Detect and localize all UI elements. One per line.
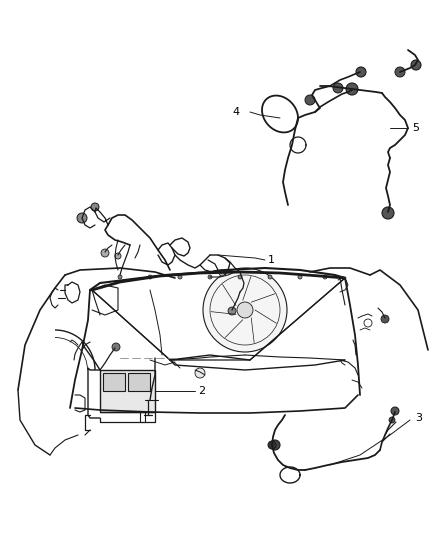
Circle shape: [270, 440, 280, 450]
Circle shape: [389, 417, 395, 423]
Circle shape: [101, 249, 109, 257]
Circle shape: [112, 343, 120, 351]
Circle shape: [305, 95, 315, 105]
Circle shape: [115, 253, 121, 259]
Circle shape: [238, 275, 242, 279]
Circle shape: [323, 275, 327, 279]
Circle shape: [381, 315, 389, 323]
Circle shape: [77, 213, 87, 223]
Text: 2: 2: [198, 386, 205, 396]
Text: 1: 1: [268, 255, 275, 265]
Circle shape: [219, 270, 225, 276]
Circle shape: [148, 275, 152, 279]
Circle shape: [208, 275, 212, 279]
Circle shape: [118, 275, 122, 279]
Circle shape: [382, 207, 394, 219]
Circle shape: [178, 275, 182, 279]
Circle shape: [298, 275, 302, 279]
Circle shape: [268, 275, 272, 279]
Circle shape: [91, 203, 99, 211]
Circle shape: [237, 302, 253, 318]
Circle shape: [228, 307, 236, 315]
Bar: [100, 370, 155, 412]
Circle shape: [395, 67, 405, 77]
Bar: [128, 373, 150, 391]
Circle shape: [333, 83, 343, 93]
Bar: [103, 373, 125, 391]
Circle shape: [356, 67, 366, 77]
Text: 3: 3: [415, 413, 422, 423]
Circle shape: [268, 441, 276, 449]
Circle shape: [346, 83, 358, 95]
Circle shape: [203, 268, 287, 352]
Circle shape: [411, 60, 421, 70]
Circle shape: [195, 368, 205, 378]
Circle shape: [391, 407, 399, 415]
Text: 5: 5: [412, 123, 419, 133]
Text: 4: 4: [233, 107, 240, 117]
